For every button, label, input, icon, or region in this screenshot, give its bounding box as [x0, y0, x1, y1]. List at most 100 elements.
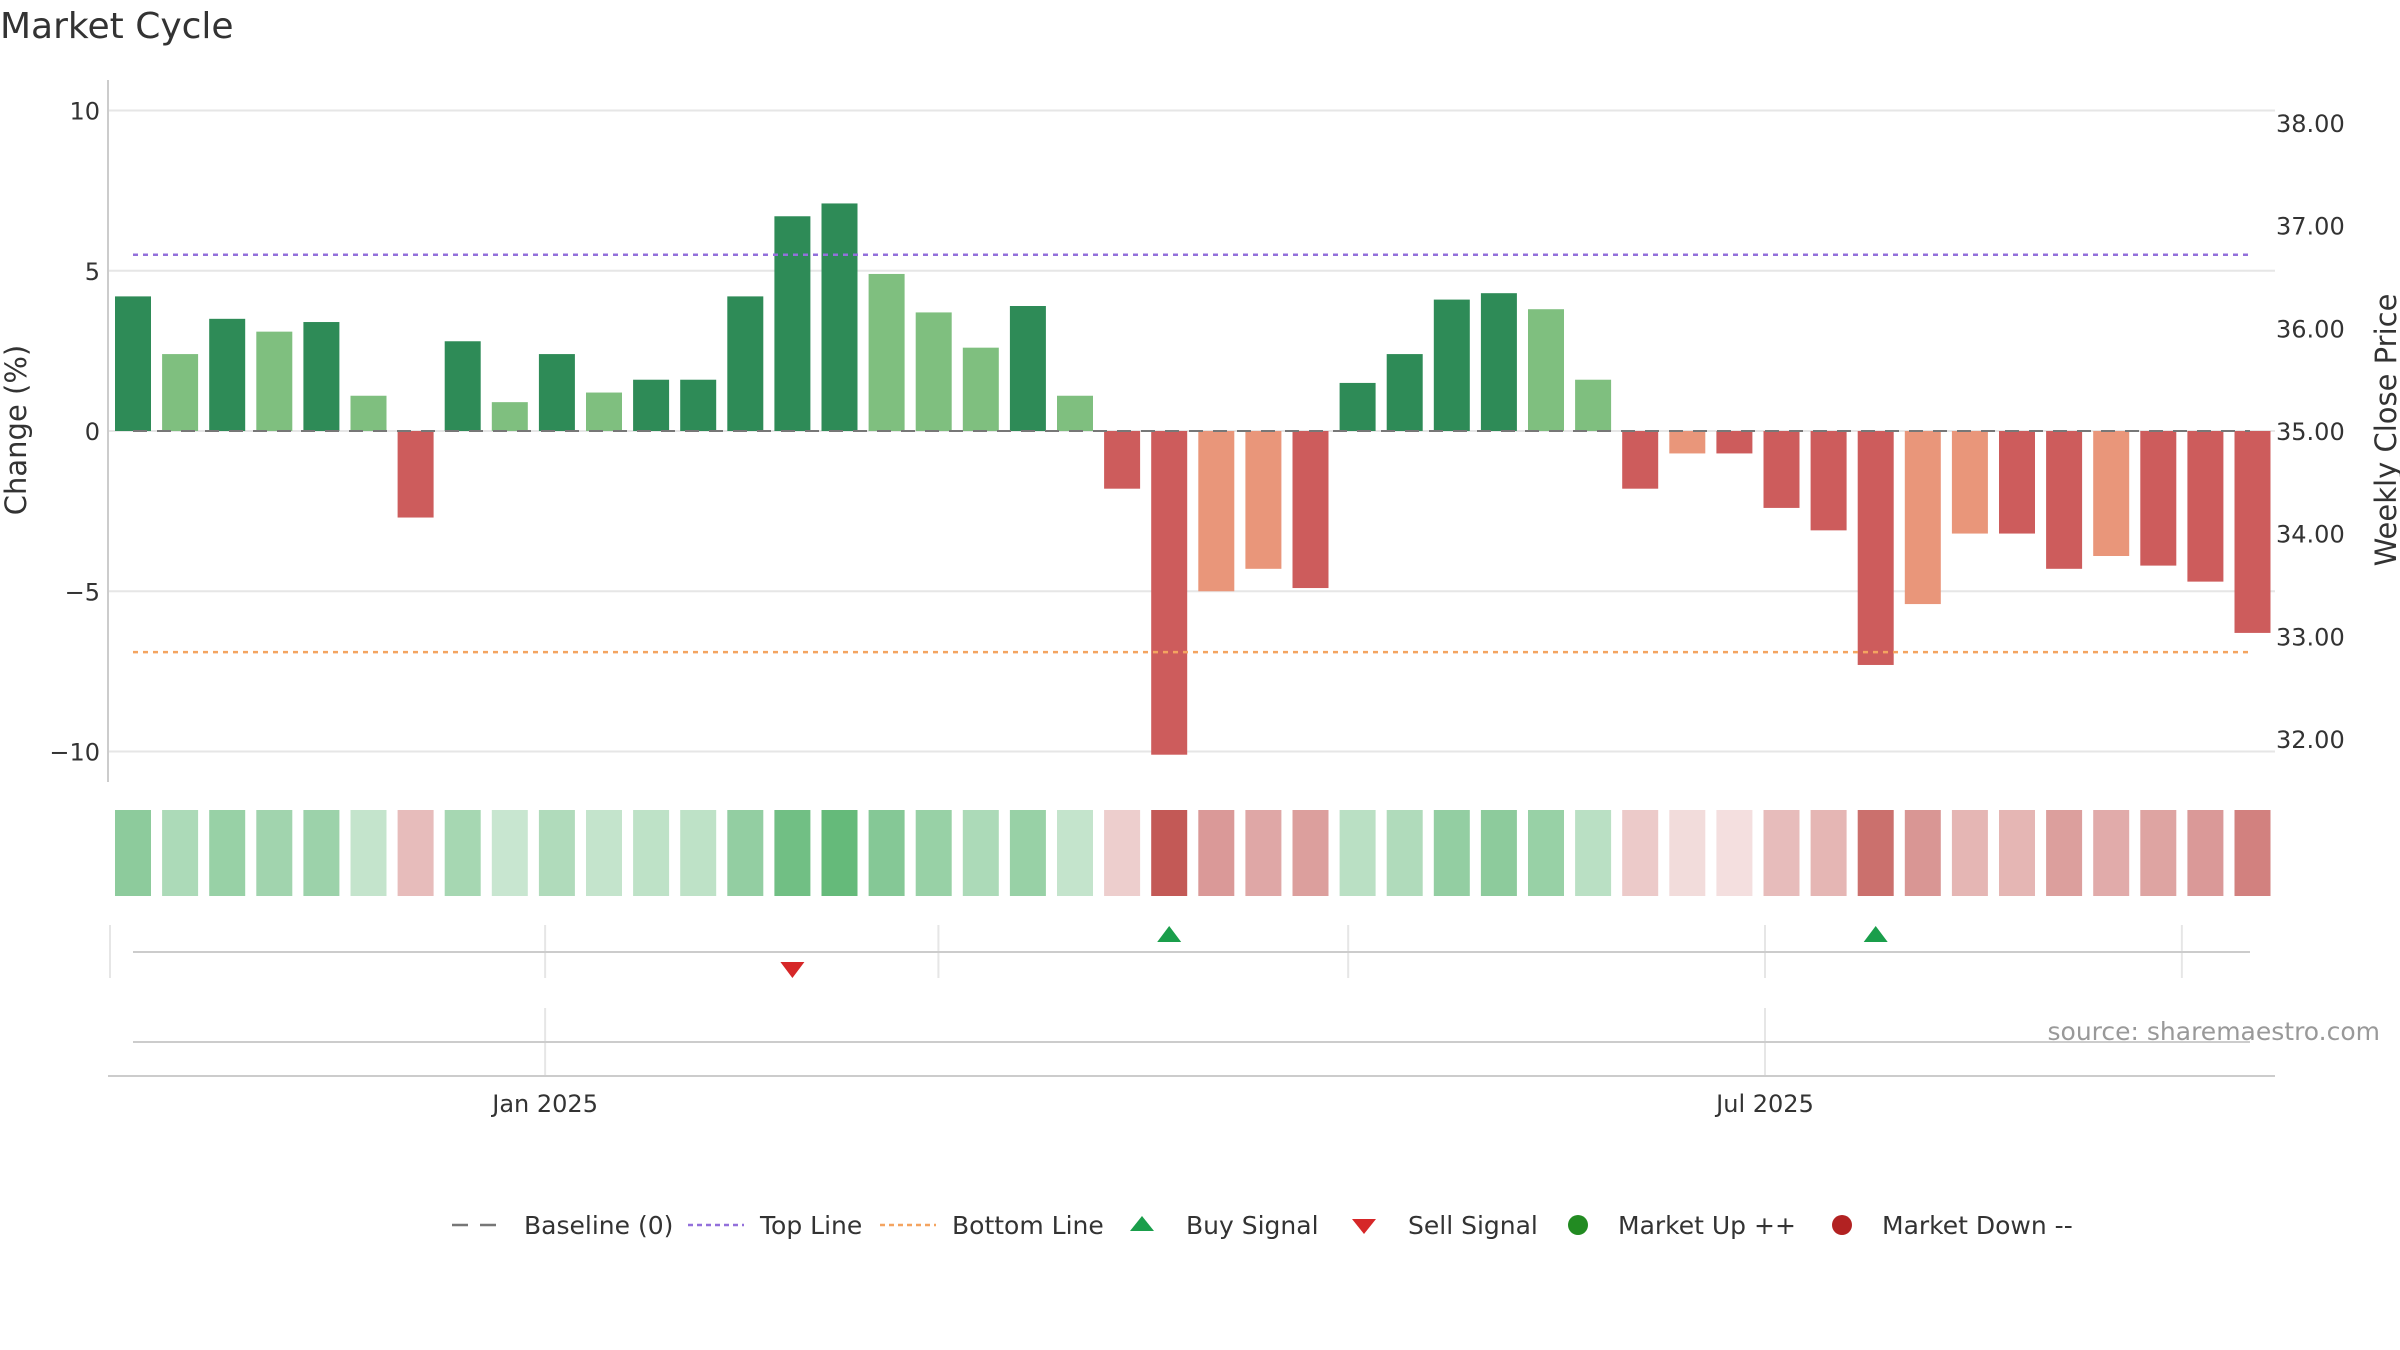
y-tick-label: 0 [85, 418, 100, 446]
bar [1669, 431, 1706, 454]
y2-tick-label: 38.00 [2276, 110, 2345, 138]
heatmap-cell [1904, 810, 1941, 896]
legend-label: Top Line [759, 1211, 862, 1240]
heatmap-cell [1575, 810, 1612, 896]
heatmap-cell [1057, 810, 1093, 896]
bar [1480, 293, 1517, 431]
bar [1528, 309, 1564, 431]
legend-label: Buy Signal [1186, 1211, 1319, 1240]
bar [915, 312, 952, 431]
bar [2140, 431, 2177, 566]
y2-tick-label: 34.00 [2276, 521, 2345, 549]
heatmap-cell [1763, 810, 1800, 896]
bar [1151, 431, 1188, 755]
heatmap-cell [350, 810, 387, 896]
y-tick-label: 10 [69, 98, 100, 126]
heatmap-cell [115, 810, 151, 896]
heatmap-cell [1009, 810, 1046, 896]
bar [350, 395, 387, 431]
legend-swatch-market-down [1832, 1215, 1852, 1235]
y-axis-title: Change (%) [0, 345, 33, 515]
heatmap-cell [444, 810, 481, 896]
heatmap-cell [2234, 810, 2271, 896]
heatmap-cell [1386, 810, 1423, 896]
axes: 10 5 0 −5 −10 38.00 37.00 36.00 35.00 34.00 33.00 3… [49, 80, 2345, 1118]
bar [2234, 431, 2271, 633]
chart-title: Market Cycle [0, 6, 234, 47]
bar [1716, 431, 1753, 454]
bar [821, 203, 858, 431]
heatmap-cell [633, 810, 670, 896]
heatmap-cell [1528, 810, 1564, 896]
bar [1009, 306, 1046, 431]
bars [115, 203, 2271, 755]
legend-swatch-sell [1352, 1219, 1376, 1234]
heatmap-cell [209, 810, 246, 896]
legend-label: Sell Signal [1408, 1211, 1538, 1240]
heatmap-cell [1857, 810, 1894, 896]
bar [1622, 431, 1659, 489]
heatmap-cell [1669, 810, 1706, 896]
legend-label: Market Down -- [1882, 1211, 2073, 1240]
heatmap-cell [256, 810, 293, 896]
reference-lines [133, 253, 2250, 654]
y2-tick-label: 36.00 [2276, 315, 2345, 343]
legend-swatch-buy [1130, 1216, 1154, 1231]
legend-swatch-market-up [1568, 1215, 1588, 1235]
bar [1433, 299, 1470, 431]
bar [303, 322, 340, 431]
bar [1999, 431, 2035, 534]
y-tick-label: −10 [49, 739, 100, 767]
bar [868, 273, 905, 431]
heatmap-cell [397, 810, 434, 896]
heatmap-strip [115, 810, 2271, 896]
heatmap-cell [1339, 810, 1376, 896]
bar [1857, 431, 1894, 665]
bar [444, 341, 481, 431]
source-text: source: sharemaestro.com [2048, 1017, 2381, 1046]
heatmap-cell [774, 810, 811, 896]
bar [1245, 431, 1282, 569]
legend: Baseline (0) Top Line Bottom Line Buy Signa… [452, 1211, 2073, 1240]
y2-axis-title: Weekly Close Price [2369, 294, 2400, 567]
heatmap-cell [1480, 810, 1517, 896]
bar [1810, 431, 1847, 531]
heatmap-cell [2140, 810, 2177, 896]
bar [256, 331, 293, 431]
bar [1198, 431, 1235, 592]
heatmap-cell [1951, 810, 1988, 896]
bar [1951, 431, 1988, 534]
heatmap-cell [1999, 810, 2035, 896]
bar [2046, 431, 2083, 569]
heatmap-cell [680, 810, 717, 896]
bar [2187, 431, 2224, 582]
legend-label: Baseline (0) [524, 1211, 673, 1240]
bar [1763, 431, 1800, 508]
heatmap-cell [2046, 810, 2083, 896]
heatmap-cell [2093, 810, 2130, 896]
bar [774, 216, 811, 431]
heatmap-cell [1245, 810, 1282, 896]
y2-tick-label: 37.00 [2276, 213, 2345, 241]
bar [1292, 431, 1329, 589]
bar [491, 402, 528, 431]
heatmap-cell [1810, 810, 1847, 896]
heatmap-cell [1104, 810, 1141, 896]
heatmap-cell [727, 810, 764, 896]
buy-signal-marker [1157, 926, 1182, 942]
bar [962, 347, 999, 431]
x-tick-label: Jan 2025 [490, 1090, 598, 1118]
bar [115, 296, 151, 431]
sell-signal-marker [780, 962, 805, 978]
bar [727, 296, 764, 431]
y2-tick-label: 32.00 [2276, 726, 2345, 754]
bar [538, 354, 575, 431]
heatmap-cell [1198, 810, 1235, 896]
heatmap-cell [1433, 810, 1470, 896]
y-tick-label: −5 [65, 578, 100, 606]
heatmap-cell [821, 810, 858, 896]
bar [1386, 354, 1423, 431]
bar [1104, 431, 1141, 489]
heatmap-cell [962, 810, 999, 896]
